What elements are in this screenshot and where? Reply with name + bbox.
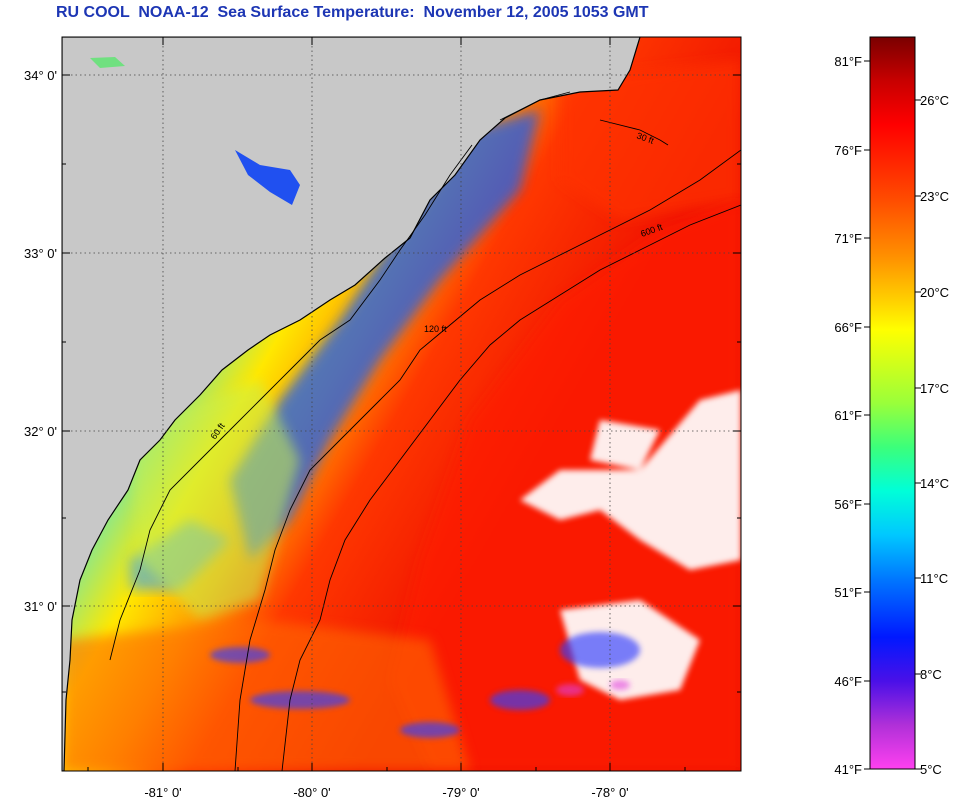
colorbar-celsius-labels: 26°C 23°C 20°C 17°C 14°C 11°C 8°C 5°C: [920, 93, 949, 777]
c-label-14: 14°C: [920, 476, 949, 491]
temperature-colorbar: [869, 36, 916, 770]
map-title: RU COOL NOAA-12 Sea Surface Temperature:…: [56, 4, 649, 21]
f-label-81: 81°F: [834, 54, 862, 69]
graticule: [62, 37, 741, 771]
contour-30ft: [599, 119, 669, 146]
c-label-17: 17°C: [920, 381, 949, 396]
lat-label-33: 33° 0': [24, 246, 57, 261]
shelf-water: [130, 380, 300, 620]
latitude-labels: 34° 0' 33° 0' 32° 0' 31° 0': [24, 68, 57, 614]
bathymetry-contours: [109, 91, 741, 771]
c-label-5: 5°C: [920, 762, 942, 777]
warm-north: [560, 60, 741, 220]
f-label-71: 71°F: [834, 231, 862, 246]
lat-label-34: 34° 0': [24, 68, 57, 83]
colorbar-fahrenheit-labels: 81°F 76°F 71°F 66°F 61°F 56°F 51°F 46°F …: [834, 54, 862, 777]
f-label-46: 46°F: [834, 674, 862, 689]
contour-120ft: [234, 149, 741, 771]
f-label-61: 61°F: [834, 408, 862, 423]
contour-60ft-north: [499, 91, 571, 121]
f-label-51: 51°F: [834, 585, 862, 600]
f-label-41: 41°F: [834, 762, 862, 777]
magenta-spots: [556, 680, 630, 696]
inland-lake: [235, 150, 300, 205]
c-label-23: 23°C: [920, 189, 949, 204]
colorbar-ticks: [864, 60, 921, 770]
lon-label-81: -81° 0': [144, 785, 181, 800]
lat-label-31: 31° 0': [24, 599, 57, 614]
axis-ticks: [62, 37, 741, 771]
f-label-66: 66°F: [834, 320, 862, 335]
cold-spots: [210, 632, 640, 738]
lon-label-78: -78° 0': [591, 785, 628, 800]
map-plot-area: 30 ft 60 ft 120 ft 600 ft: [62, 37, 741, 771]
longitude-labels: -81° 0' -80° 0' -79° 0' -78° 0': [144, 785, 628, 800]
lat-label-32: 32° 0': [24, 424, 57, 439]
f-label-76: 76°F: [834, 143, 862, 158]
contour-60ft: [109, 144, 473, 661]
c-label-8: 8°C: [920, 667, 942, 682]
c-label-26: 26°C: [920, 93, 949, 108]
c-label-20: 20°C: [920, 285, 949, 300]
f-label-56: 56°F: [834, 497, 862, 512]
contour-label-120ft: 120 ft: [424, 324, 447, 334]
inland-lake-north: [90, 57, 125, 68]
lon-label-79: -79° 0': [442, 785, 479, 800]
contour-600ft: [281, 204, 741, 771]
map-frame: [61, 36, 742, 772]
cold-water-band: [230, 110, 540, 560]
c-label-11: 11°C: [920, 571, 948, 586]
lon-label-80: -80° 0': [293, 785, 330, 800]
